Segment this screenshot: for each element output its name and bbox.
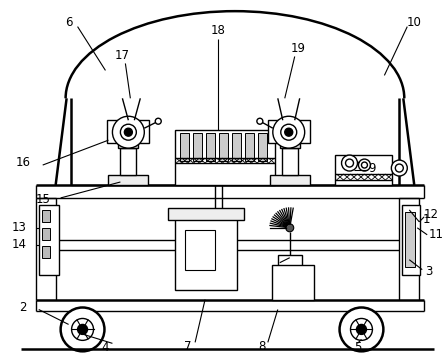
Circle shape xyxy=(346,159,354,167)
Bar xyxy=(118,143,138,148)
Bar xyxy=(175,130,275,185)
Bar xyxy=(168,208,244,220)
Bar xyxy=(334,155,392,185)
Text: 15: 15 xyxy=(35,194,50,206)
Bar xyxy=(206,133,215,161)
Circle shape xyxy=(78,325,87,334)
Circle shape xyxy=(257,118,263,124)
Bar xyxy=(282,148,298,175)
Circle shape xyxy=(339,308,384,351)
Text: 6: 6 xyxy=(65,16,72,29)
Bar xyxy=(278,255,301,271)
Circle shape xyxy=(281,124,297,140)
Circle shape xyxy=(155,118,161,124)
Circle shape xyxy=(342,155,358,171)
Text: 3: 3 xyxy=(425,265,433,278)
Text: 17: 17 xyxy=(115,49,130,62)
Circle shape xyxy=(72,318,94,340)
Circle shape xyxy=(112,116,145,148)
Text: 11: 11 xyxy=(429,228,444,241)
Bar xyxy=(402,205,420,275)
Text: 1: 1 xyxy=(422,213,430,226)
Text: 19: 19 xyxy=(290,42,305,55)
Text: 18: 18 xyxy=(211,24,226,37)
Circle shape xyxy=(273,116,305,148)
Circle shape xyxy=(124,128,132,136)
Circle shape xyxy=(286,224,294,232)
Text: 7: 7 xyxy=(184,340,192,353)
Text: 2: 2 xyxy=(19,301,26,314)
Text: 13: 13 xyxy=(11,221,26,234)
Text: 14: 14 xyxy=(11,238,26,251)
Bar xyxy=(180,133,189,161)
Bar xyxy=(280,143,300,148)
Circle shape xyxy=(361,162,368,168)
Text: 10: 10 xyxy=(407,16,422,29)
Text: 9: 9 xyxy=(369,162,376,174)
Bar xyxy=(185,230,215,270)
Text: 4: 4 xyxy=(102,341,109,354)
Bar xyxy=(245,133,254,161)
Bar xyxy=(270,175,310,185)
Bar xyxy=(232,133,241,161)
Bar xyxy=(405,212,415,267)
Bar xyxy=(120,148,136,175)
Circle shape xyxy=(61,308,104,351)
Bar xyxy=(39,205,58,275)
Bar xyxy=(258,133,267,161)
Circle shape xyxy=(120,124,136,140)
Bar xyxy=(42,210,50,222)
Bar xyxy=(268,120,310,143)
Bar xyxy=(219,133,228,161)
Bar xyxy=(42,228,50,240)
Circle shape xyxy=(359,159,371,171)
Text: 16: 16 xyxy=(15,155,30,169)
Text: 12: 12 xyxy=(424,208,439,222)
Bar xyxy=(107,120,149,143)
Circle shape xyxy=(356,325,367,334)
Bar xyxy=(272,265,314,299)
Circle shape xyxy=(395,164,403,172)
Text: 5: 5 xyxy=(354,341,361,354)
Bar xyxy=(42,246,50,258)
Bar xyxy=(193,133,202,161)
Text: 8: 8 xyxy=(258,340,265,353)
Circle shape xyxy=(391,160,407,176)
Circle shape xyxy=(285,128,293,136)
Bar xyxy=(175,215,237,290)
Bar xyxy=(108,175,148,185)
Circle shape xyxy=(351,318,372,340)
